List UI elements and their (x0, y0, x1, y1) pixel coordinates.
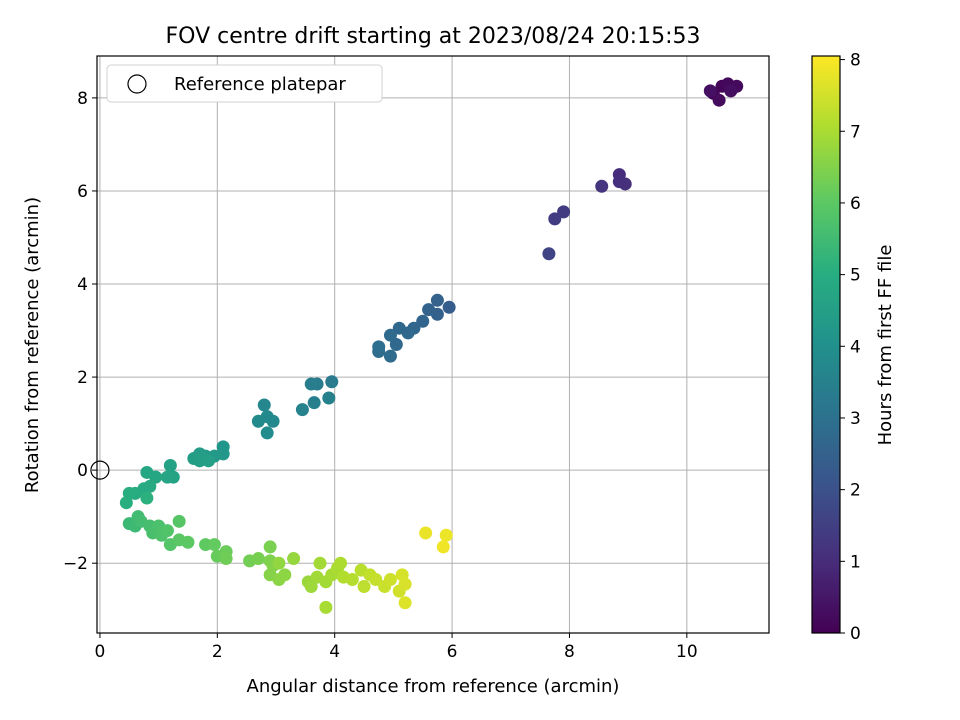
data-point (322, 391, 336, 405)
data-point (430, 293, 444, 307)
x-tick-label: 6 (447, 642, 458, 662)
data-point (160, 470, 174, 484)
legend-label: Reference platepar (174, 74, 346, 95)
data-point (307, 396, 321, 410)
data-point (295, 403, 309, 417)
data-point (595, 179, 609, 193)
data-point (160, 524, 174, 538)
grid-lines (97, 56, 769, 633)
data-point (392, 321, 406, 335)
data-point (439, 528, 453, 542)
y-tick-label: −2 (63, 554, 88, 574)
data-point (369, 572, 383, 586)
legend: Reference platepar (106, 64, 383, 103)
x-tick-label: 2 (212, 642, 223, 662)
data-point (272, 556, 286, 570)
plot-frame (96, 55, 770, 634)
colorbar-tick-label: 1 (850, 552, 861, 572)
colorbar-tick-label: 4 (850, 337, 861, 357)
data-point (383, 572, 397, 586)
x-tick-label: 10 (676, 642, 698, 662)
data-point (372, 340, 386, 354)
colorbar-label: Hours from first FF file (875, 245, 896, 446)
data-point (219, 552, 233, 566)
colorbar-tick-label: 8 (850, 51, 861, 71)
data-point (557, 205, 571, 219)
data-point (119, 496, 133, 510)
data-point (724, 84, 738, 98)
x-axis-label: Angular distance from reference (arcmin) (247, 676, 620, 697)
data-point (712, 93, 726, 107)
data-point (548, 212, 562, 226)
data-point (703, 84, 717, 98)
data-point (163, 458, 177, 472)
data-point (266, 414, 280, 428)
data-point (416, 314, 430, 328)
data-point (304, 579, 318, 593)
data-point (618, 177, 632, 191)
chart-title: FOV centre drift starting at 2023/08/24 … (166, 24, 701, 49)
data-point (181, 535, 195, 549)
data-point (345, 572, 359, 586)
x-axis-ticks: 0 2 4 6 8 10 (95, 633, 698, 662)
colorbar-gradient (812, 56, 840, 633)
y-tick-label: 0 (77, 461, 88, 481)
y-axis-label: Rotation from reference (arcmin) (22, 197, 43, 493)
data-point (251, 552, 265, 566)
y-tick-label: 2 (77, 368, 88, 388)
reference-platepar-marker (90, 460, 110, 480)
data-point (251, 414, 265, 428)
colorbar: 0 1 2 3 4 5 6 7 8 Hours from first FF file (811, 51, 896, 644)
data-point (257, 398, 271, 412)
data-point (398, 596, 412, 610)
data-point (207, 538, 221, 552)
data-point (422, 303, 436, 317)
data-point (442, 300, 456, 314)
data-point (287, 552, 301, 566)
data-point (389, 338, 403, 351)
data-point (357, 579, 371, 593)
legend-marker (127, 74, 147, 94)
x-tick-label: 0 (95, 642, 106, 662)
data-point (419, 526, 433, 540)
y-tick-label: 4 (77, 275, 88, 295)
colorbar-tick-label: 2 (850, 481, 861, 501)
colorbar-frame (811, 55, 841, 634)
y-tick-label: 8 (77, 89, 88, 109)
data-point (436, 540, 450, 554)
colorbar-tick-label: 7 (850, 122, 861, 142)
legend-box (106, 64, 383, 103)
colorbar-ticks: 0 1 2 3 4 5 6 7 8 (840, 51, 861, 644)
data-point (304, 377, 318, 391)
data-point (319, 600, 333, 614)
colorbar-tick-label: 6 (850, 194, 861, 214)
y-axis-ticks: −2 0 2 4 6 8 (63, 89, 97, 574)
data-point (140, 491, 154, 505)
data-point (202, 454, 216, 468)
data-point (398, 577, 412, 591)
data-point (313, 556, 327, 570)
data-point (334, 556, 348, 570)
colorbar-tick-label: 5 (850, 266, 861, 286)
data-point (542, 247, 556, 261)
colorbar-tick-label: 3 (850, 409, 861, 429)
y-tick-label: 6 (77, 182, 88, 202)
data-point (260, 426, 274, 440)
data-point (278, 568, 292, 582)
data-point (263, 540, 277, 554)
data-point (140, 465, 154, 479)
colorbar-tick-label: 0 (850, 624, 861, 644)
x-tick-label: 8 (564, 642, 575, 662)
data-point (172, 514, 186, 528)
x-tick-label: 4 (329, 642, 340, 662)
data-point (325, 375, 339, 389)
data-points (119, 77, 744, 614)
data-point (383, 328, 397, 342)
data-point (383, 349, 397, 363)
